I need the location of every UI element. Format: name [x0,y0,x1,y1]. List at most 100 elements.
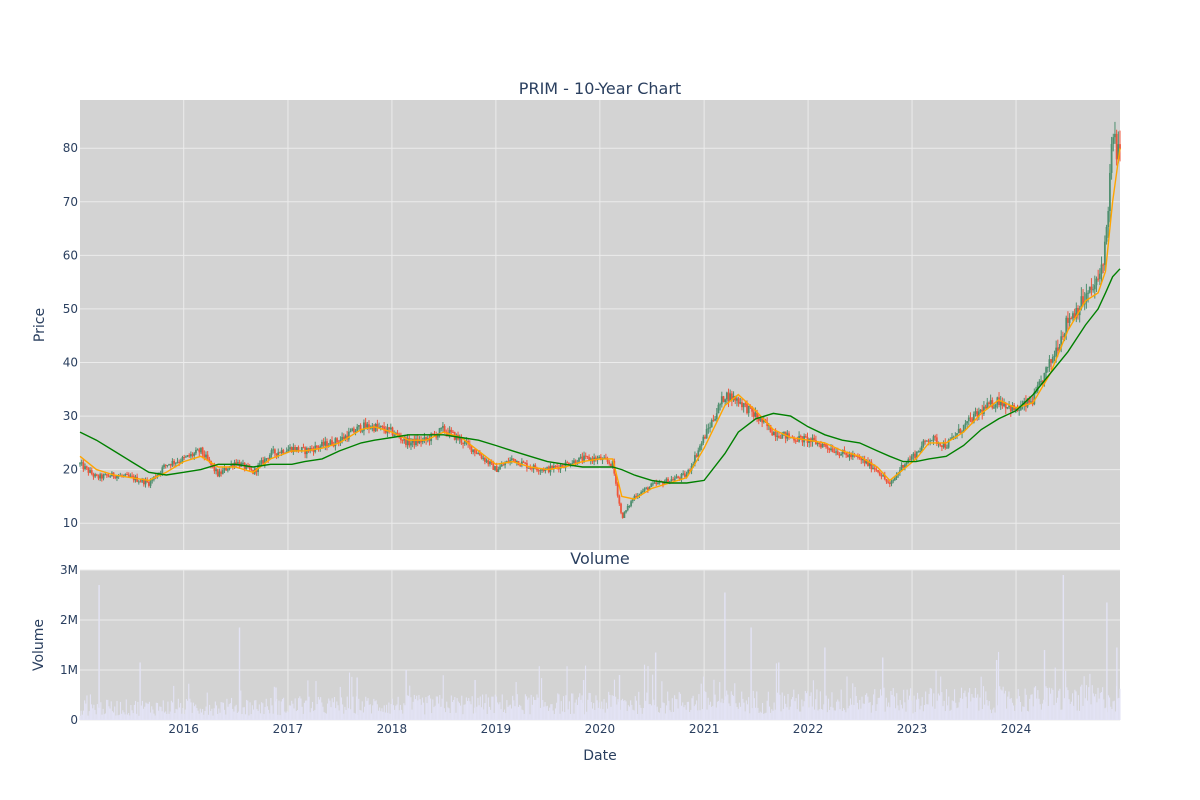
volume-bar [1100,692,1103,720]
volume-bar [1110,706,1112,720]
volume-bar [121,713,123,720]
volume-bar [809,696,811,720]
candle-body [339,439,342,443]
candle-body [618,495,621,504]
volume-bar [752,690,754,720]
candle-body [848,454,851,458]
volume-bar [482,694,484,720]
candle-body [428,438,431,442]
candle-body [415,438,417,446]
candle-body [814,440,817,445]
candle-body [680,473,683,479]
volume-bar [450,695,452,720]
volume-bar [926,704,928,720]
volume-bar [1045,686,1047,720]
volume-bar [199,708,201,720]
candle-body [598,456,601,459]
volume-bar [682,702,684,720]
volume-bar [79,715,81,720]
volume-bar [612,696,614,720]
volume-bar [767,691,769,720]
volume-bar [690,709,692,720]
volume-bar [547,710,550,720]
candle-body [300,447,303,451]
volume-bar [698,694,700,720]
candle-body [868,461,871,466]
candle-body [109,476,112,478]
candle-body [657,482,659,485]
volume-bar [281,698,283,720]
volume-bar [198,713,200,720]
candle-body [977,411,980,417]
volume-bar [155,702,157,720]
volume-bar [362,712,364,720]
volume-bar [634,696,636,720]
volume-bar [1047,705,1049,720]
volume-bar [185,699,187,720]
volume-bar [244,714,246,720]
candle-body [873,467,876,470]
candle-body [1080,296,1083,309]
volume-bar [949,710,951,720]
volume-bar [602,709,604,720]
candle-body [799,435,802,437]
candle-body [472,449,475,452]
volume-bar [441,698,443,720]
volume-bar [944,711,946,720]
candle-body [258,463,261,466]
volume-bar [945,689,948,720]
price-y-ticks: 10 20 30 40 50 60 70 80 [63,141,78,530]
volume-bar [528,697,530,720]
volume-bar [856,702,858,720]
volume-bar [306,700,308,720]
candle-body [867,460,869,466]
volume-bar [1113,700,1115,720]
volume-bar [656,706,658,720]
volume-bar [610,706,612,720]
volume-bar [1018,696,1020,720]
volume-bar [434,705,436,720]
volume-bar [247,700,249,720]
volume-bar [600,708,602,720]
volume-bar [270,697,272,720]
candle-body [290,447,293,453]
volume-bar [728,703,730,720]
volume-bar [515,682,517,720]
volume-bar [535,699,537,720]
volume-bar [329,700,331,720]
volume-bar [782,708,784,720]
candle-body [445,431,448,433]
candle-body [193,453,196,456]
volume-bar [379,707,381,720]
candle-body [845,452,848,455]
volume-bar [339,686,341,720]
volume-bar [182,708,184,720]
volume-bar [678,692,680,720]
candle-body [825,444,827,447]
candle-body [97,475,100,479]
volume-bar [493,713,495,720]
candle-body [151,479,154,481]
candle-body [717,404,720,414]
candle-body [136,476,139,482]
candle-body [403,437,406,441]
volume-bar [534,699,536,720]
volume-bar [413,694,415,720]
volume-bar [811,706,813,720]
volume-bar [660,708,662,720]
candle-body [744,403,747,405]
volume-bar [982,686,985,720]
volume-bar [323,712,325,720]
price-tick-label: 50 [63,302,78,316]
candle-body [739,402,742,404]
volume-bar [779,694,781,720]
volume-bar [557,693,559,720]
volume-bar [841,711,843,720]
candle-body [147,481,150,486]
volume-bar [948,696,950,720]
candle-body [712,420,715,422]
volume-bar [1060,709,1062,720]
candle-body [902,464,905,468]
volume-bar [492,696,494,720]
candle-body [90,470,93,475]
